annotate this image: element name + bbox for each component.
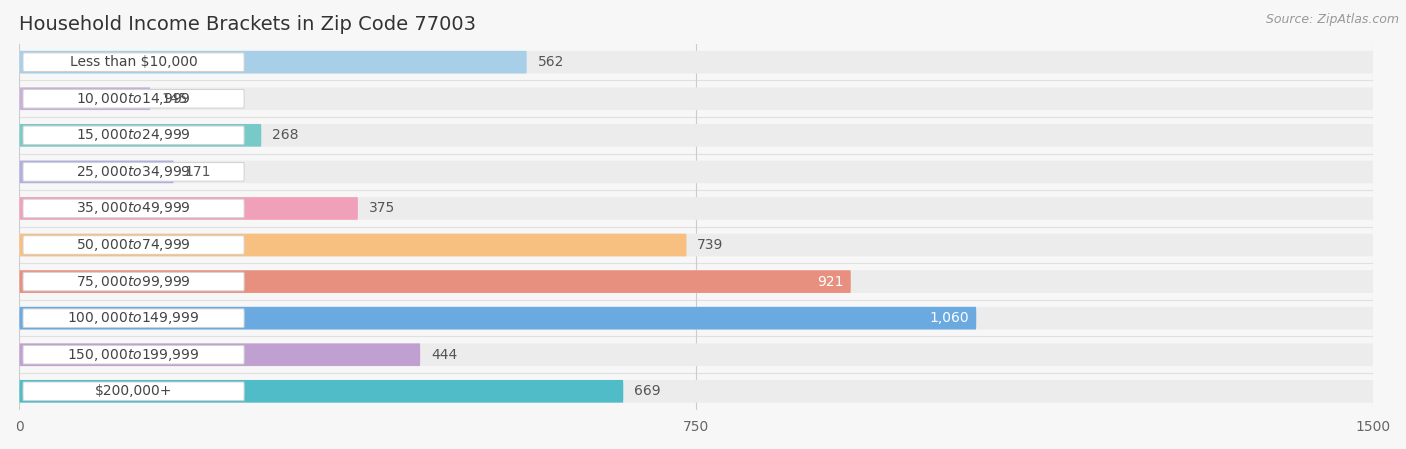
FancyBboxPatch shape [22,126,245,145]
FancyBboxPatch shape [20,124,262,147]
FancyBboxPatch shape [20,88,150,110]
FancyBboxPatch shape [20,343,1374,366]
Text: $75,000 to $99,999: $75,000 to $99,999 [76,273,191,290]
FancyBboxPatch shape [20,233,686,256]
FancyBboxPatch shape [20,380,1374,403]
FancyBboxPatch shape [20,124,1374,147]
FancyBboxPatch shape [20,51,1374,74]
Text: 1,060: 1,060 [929,311,969,325]
Text: $150,000 to $199,999: $150,000 to $199,999 [67,347,200,363]
FancyBboxPatch shape [22,163,245,181]
Text: $35,000 to $49,999: $35,000 to $49,999 [76,200,191,216]
FancyBboxPatch shape [20,307,1374,330]
Text: 739: 739 [697,238,724,252]
Text: 145: 145 [162,92,187,106]
FancyBboxPatch shape [22,53,245,71]
FancyBboxPatch shape [22,345,245,364]
FancyBboxPatch shape [20,51,527,74]
FancyBboxPatch shape [20,380,623,403]
FancyBboxPatch shape [20,343,420,366]
Text: 268: 268 [273,128,298,142]
FancyBboxPatch shape [20,88,1374,110]
FancyBboxPatch shape [20,270,851,293]
FancyBboxPatch shape [20,197,1374,220]
FancyBboxPatch shape [22,272,245,291]
Text: 444: 444 [432,348,457,362]
FancyBboxPatch shape [20,161,1374,183]
FancyBboxPatch shape [22,89,245,108]
Text: 171: 171 [184,165,211,179]
Text: 669: 669 [634,384,661,398]
Text: 562: 562 [537,55,564,69]
FancyBboxPatch shape [22,236,245,254]
FancyBboxPatch shape [20,307,976,330]
FancyBboxPatch shape [22,382,245,401]
Text: Less than $10,000: Less than $10,000 [70,55,197,69]
Text: $10,000 to $14,999: $10,000 to $14,999 [76,91,191,107]
Text: $200,000+: $200,000+ [94,384,173,398]
Text: 375: 375 [368,202,395,216]
Text: $25,000 to $34,999: $25,000 to $34,999 [76,164,191,180]
Text: Source: ZipAtlas.com: Source: ZipAtlas.com [1265,13,1399,26]
FancyBboxPatch shape [20,233,1374,256]
Text: $15,000 to $24,999: $15,000 to $24,999 [76,128,191,143]
Text: $50,000 to $74,999: $50,000 to $74,999 [76,237,191,253]
Text: 921: 921 [817,275,844,289]
FancyBboxPatch shape [20,161,174,183]
FancyBboxPatch shape [22,199,245,218]
FancyBboxPatch shape [20,197,359,220]
FancyBboxPatch shape [20,270,1374,293]
FancyBboxPatch shape [22,309,245,327]
Text: $100,000 to $149,999: $100,000 to $149,999 [67,310,200,326]
Text: Household Income Brackets in Zip Code 77003: Household Income Brackets in Zip Code 77… [20,15,477,34]
